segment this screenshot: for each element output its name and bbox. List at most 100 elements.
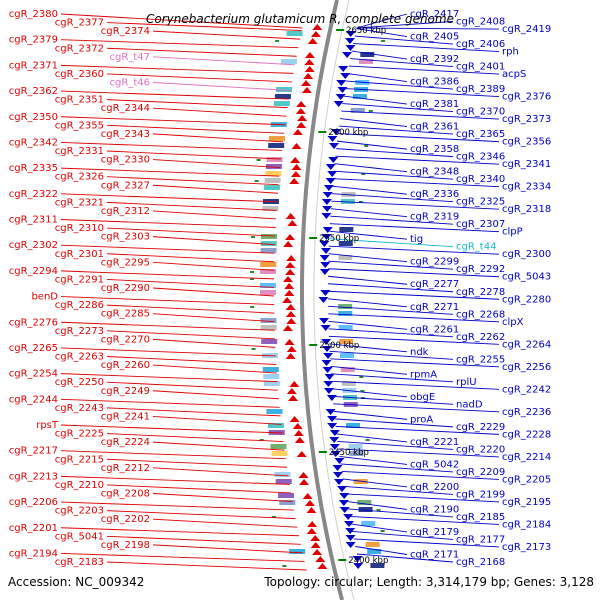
feature-block [365, 542, 380, 547]
left-leader-line [60, 193, 278, 203]
right-leader-line [334, 410, 408, 420]
right-leader-line [329, 238, 454, 248]
left-leader-line [152, 364, 277, 374]
left-gene-label: cgR_2302 [9, 240, 58, 251]
right-leader-line [350, 58, 454, 67]
reverse-gene-arrow [286, 346, 297, 352]
reverse-gene-arrow [285, 311, 296, 317]
left-leader-line [152, 159, 281, 169]
left-gene-label: cgR_2201 [9, 523, 58, 534]
right-gene-label: cgR_2190 [410, 504, 459, 515]
right-gene-label: cgR_2318 [502, 204, 551, 215]
forward-gene-arrow [319, 241, 330, 247]
left-leader-line [106, 227, 276, 237]
reverse-gene-arrow [286, 255, 297, 261]
feature-block [276, 87, 293, 92]
forward-gene-arrow [342, 52, 353, 58]
forward-gene-arrow [319, 318, 330, 324]
left-gene-label: cgR_2273 [55, 326, 104, 337]
forward-gene-arrow [323, 353, 334, 359]
feature-block [262, 206, 279, 211]
right-gene-label: cgR_2168 [456, 557, 505, 568]
reverse-gene-arrow [286, 388, 297, 394]
forward-gene-arrow [352, 556, 363, 562]
forward-gene-arrow [336, 486, 347, 492]
feature-mark [368, 110, 373, 112]
feature-block [286, 31, 303, 36]
tick-label: 2550 kbp [319, 234, 359, 244]
right-gene-label: cgR_2173 [502, 542, 551, 553]
right-leader-line [356, 13, 408, 29]
reverse-gene-arrow [286, 318, 297, 324]
right-leader-line [343, 95, 408, 105]
reverse-gene-arrow [298, 472, 309, 478]
right-leader-line [334, 163, 408, 173]
left-gene-label: cgR_2203 [55, 506, 104, 517]
right-gene-label: cgR_2341 [502, 159, 551, 170]
left-gene-label: cgR_2217 [9, 446, 58, 457]
left-leader-line [106, 356, 277, 365]
feature-mark [361, 173, 366, 175]
feature-block [267, 423, 284, 428]
feature-block [269, 136, 286, 141]
left-leader-line [60, 373, 278, 383]
left-gene-label: cgR_2312 [101, 206, 150, 217]
reverse-gene-arrow [292, 129, 303, 135]
forward-gene-arrow [340, 73, 351, 79]
forward-gene-arrow [329, 430, 340, 436]
right-gene-label: cgR_2334 [502, 182, 551, 193]
feature-block [338, 241, 353, 246]
feature-mark [275, 40, 280, 42]
left-gene-label: benD [31, 292, 58, 303]
left-leader-line [106, 124, 285, 134]
left-gene-label: cgR_2294 [9, 266, 58, 277]
feature-mark [282, 565, 287, 567]
tick-label: 2450 kbp [329, 448, 369, 458]
forward-gene-arrow [339, 493, 350, 499]
feature-block [270, 444, 287, 449]
left-leader-line [60, 219, 276, 228]
right-leader-line [327, 290, 500, 300]
feature-mark [365, 439, 370, 441]
right-gene-label: nadD [456, 399, 483, 410]
forward-gene-arrow [327, 136, 338, 142]
right-leader-line [355, 546, 408, 555]
right-gene-label: cgR_2340 [456, 174, 505, 185]
reverse-gene-arrow [312, 24, 323, 30]
feature-block [339, 353, 354, 358]
right-leader-line [343, 485, 454, 495]
left-leader-line [152, 261, 275, 271]
feature-mark [251, 236, 256, 238]
left-leader-line [152, 133, 284, 143]
right-gene-label: cgR_2419 [502, 24, 551, 35]
reverse-gene-arrow [291, 164, 302, 170]
forward-gene-arrow [332, 465, 343, 471]
right-leader-line [340, 118, 408, 128]
left-gene-label: cgR_2330 [101, 155, 150, 166]
right-gene-label: cgR_2300 [502, 249, 551, 260]
right-gene-label: rpmA [410, 369, 437, 380]
right-gene-label: cgR_2229 [456, 422, 505, 433]
left-leader-line [106, 176, 279, 186]
right-gene-label: cgR_2370 [456, 107, 505, 118]
forward-gene-arrow [329, 444, 340, 450]
right-gene-label: cgR_2292 [456, 264, 505, 275]
feature-mark [271, 516, 276, 518]
left-leader-line [60, 90, 290, 100]
feature-block [338, 325, 353, 330]
forward-gene-arrow [345, 31, 356, 37]
left-gene-label: cgR_2243 [55, 403, 104, 414]
right-leader-line [328, 313, 500, 323]
forward-gene-arrow [320, 325, 331, 331]
right-leader-line [333, 178, 500, 188]
feature-block [339, 227, 354, 232]
reverse-gene-arrow [302, 493, 313, 499]
reverse-gene-arrow [307, 38, 318, 44]
reverse-gene-arrow [292, 423, 303, 429]
left-leader-line [152, 518, 298, 528]
right-leader-line [335, 155, 500, 165]
feature-block [260, 241, 277, 246]
right-gene-label: cgR_2262 [456, 332, 505, 343]
left-gene-label: cgR_2194 [9, 548, 58, 559]
right-gene-label: proA [410, 414, 433, 425]
